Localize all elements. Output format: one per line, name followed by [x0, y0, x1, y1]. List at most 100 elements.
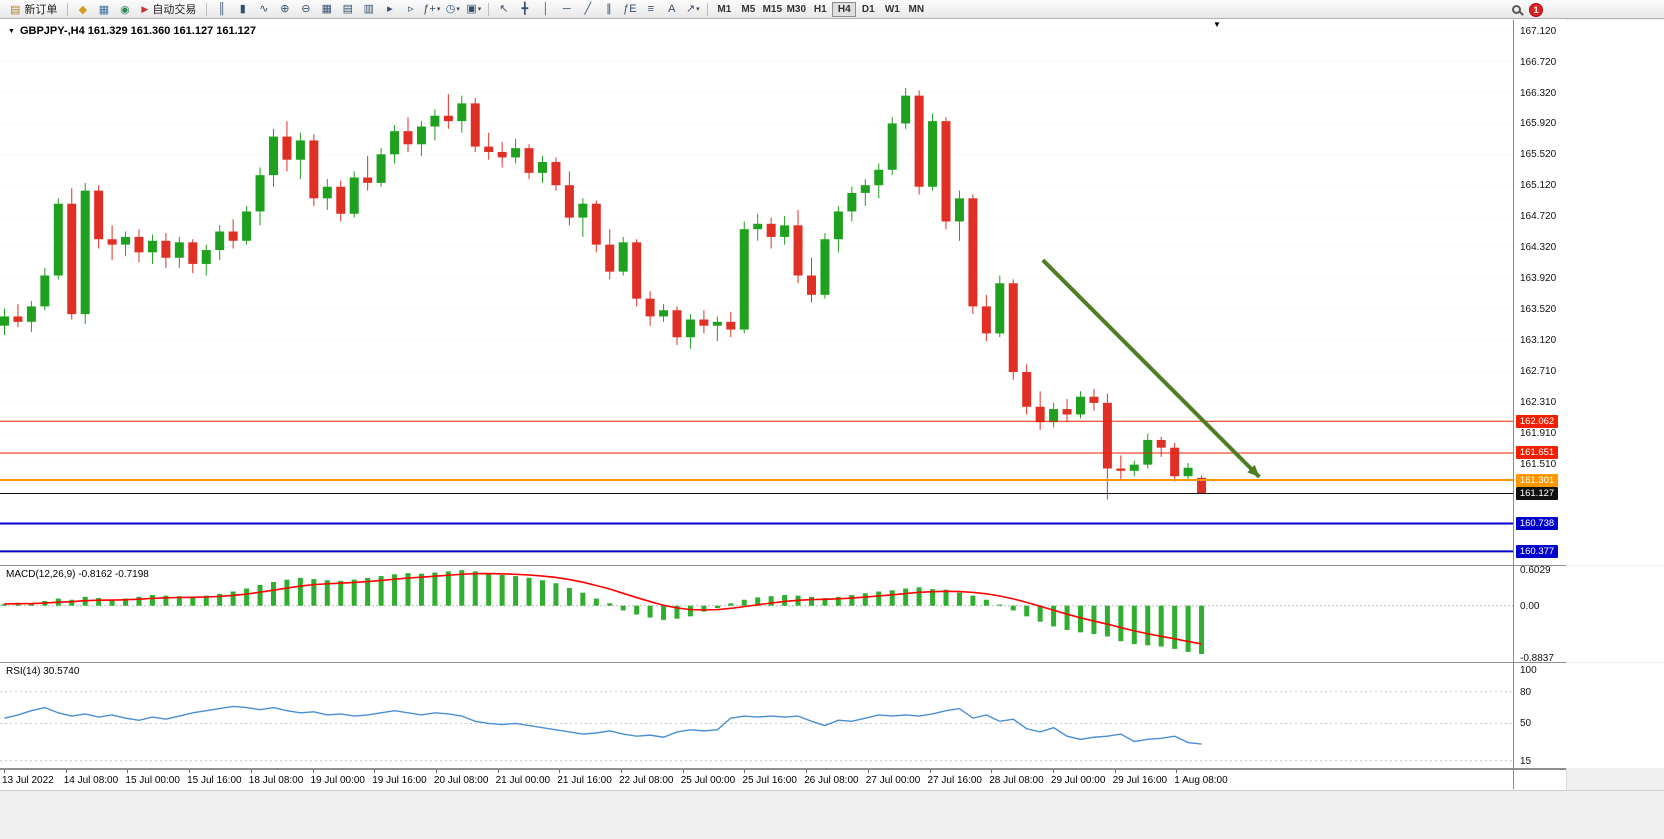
channel-icon[interactable]: ∥ [598, 0, 619, 17]
price-chart[interactable] [0, 20, 1513, 565]
chevron-down-icon: ▾ [456, 5, 460, 13]
time-label: 18 Jul 08:00 [248, 775, 304, 786]
macd-axis[interactable]: 0.6029 0.00 -0.8837 [1514, 565, 1664, 664]
zoom-out-icon: ⊖ [301, 3, 311, 16]
time-label: 1 Aug 08:00 [1174, 775, 1228, 786]
cascade-windows-icon[interactable]: ▤ [337, 0, 358, 17]
time-label: 27 Jul 16:00 [927, 775, 983, 786]
rsi-tick-label: 50 [1520, 718, 1532, 730]
horizontal-line-icon[interactable]: ─ [556, 1, 577, 18]
candlestick-chart-icon[interactable]: ▮ [232, 0, 253, 17]
time-tick [250, 770, 252, 773]
chart-tools-group: ║ ▮ ∿ ⊕ ⊖ ▦ ▤ ▥ ▸ ▹ ƒ+ ▾ ◷ ▾ ▣ ▾ [211, 0, 484, 18]
vertical-line-icon: │ [542, 3, 550, 16]
timeframe-button-M5[interactable]: M5 [736, 2, 760, 17]
zoom-in-icon[interactable]: ⊕ [274, 0, 295, 17]
crosshair-icon: ╋ [521, 3, 529, 16]
time-label: 15 Jul 00:00 [125, 775, 180, 786]
data-window-icon: ▦ [98, 3, 110, 16]
price-tag: 161.651 [1516, 446, 1558, 460]
chart-title-text: GBPJPY-,H4 161.329 161.360 161.127 161.1… [19, 25, 257, 37]
toolbar-right-group: 1 [1512, 0, 1543, 19]
arrows-icon[interactable]: ↗ ▾ [682, 0, 703, 17]
price-tick-label: 166.720 [1520, 56, 1557, 68]
trendline-icon[interactable]: ╱ [577, 0, 598, 17]
periods-icon[interactable]: ◷ ▾ [442, 0, 463, 17]
text-icon[interactable]: A [661, 1, 682, 18]
price-tick-label: 162.310 [1520, 397, 1557, 409]
candlestick-chart-icon: ▮ [239, 3, 246, 16]
chart-title: ▼ GBPJPY-,H4 161.329 161.360 161.127 161… [8, 25, 256, 37]
notification-badge[interactable]: 1 [1529, 2, 1543, 17]
price-tick-label: 165.120 [1520, 180, 1557, 192]
cursor-icon[interactable]: ↖ [493, 0, 514, 17]
indicators-icon[interactable]: ƒ+ ▾ [421, 1, 442, 18]
chart-shift-icon[interactable]: ▹ [400, 0, 421, 17]
price-tag: 161.301 [1516, 473, 1558, 487]
price-tick-label: 163.120 [1520, 334, 1557, 346]
time-tick [4, 770, 5, 773]
chart-shift-marker-icon[interactable]: ▼ [1213, 20, 1221, 29]
timeframe-button-W1[interactable]: W1 [880, 2, 904, 17]
timeframe-button-H1[interactable]: H1 [808, 2, 832, 17]
price-tag: 160.377 [1516, 544, 1558, 558]
macd-panel[interactable] [0, 566, 1513, 662]
market-watch-icon[interactable]: ◆ [72, 1, 93, 18]
time-tick [1176, 770, 1178, 773]
timeframe-button-M15[interactable]: M15 [760, 2, 784, 17]
time-label: 28 Jul 08:00 [989, 775, 1044, 786]
fibonacci-icon: ƒE [623, 3, 637, 16]
panel-separator[interactable] [0, 565, 1566, 566]
rsi-panel[interactable] [0, 663, 1513, 768]
price-tick-label: 162.710 [1520, 366, 1557, 378]
chart-menu-icon[interactable]: ▼ [8, 27, 15, 35]
time-label: 29 Jul 16:00 [1112, 775, 1168, 786]
time-tick [65, 770, 67, 773]
rsi-axis[interactable]: 100 80 50 15 [1514, 663, 1664, 768]
timeframe-button-M30[interactable]: M30 [784, 2, 808, 17]
timeframe-button-M1[interactable]: M1 [712, 2, 736, 17]
time-tick [127, 770, 129, 773]
line-chart-icon: ∿ [259, 3, 269, 16]
panel-separator[interactable] [0, 662, 1566, 663]
trend-arrow-annotation[interactable] [1041, 258, 1261, 479]
shapes-icon[interactable]: ≡ [640, 1, 661, 18]
time-tick [497, 770, 499, 773]
new-order-label: 新订单 [24, 4, 58, 16]
price-tag: 160.738 [1516, 516, 1558, 530]
auto-scroll-icon[interactable]: ▸ [379, 0, 400, 17]
time-label: 25 Jul 16:00 [742, 775, 797, 786]
window-bottom-strip [0, 790, 1664, 839]
templates-icon[interactable]: ▣ ▾ [463, 0, 484, 17]
bar-chart-icon: ║ [217, 3, 226, 16]
fibonacci-icon[interactable]: ƒE [619, 1, 640, 18]
time-label: 29 Jul 00:00 [1050, 775, 1106, 786]
price-axis[interactable]: 167.120 166.720 166.320 165.920 165.520 165.1… [1514, 20, 1664, 565]
text-icon: A [668, 3, 676, 16]
data-window-icon[interactable]: ▦ [93, 1, 114, 18]
arrows-icon: ↗ [685, 3, 696, 16]
time-label: 25 Jul 00:00 [680, 775, 736, 786]
time-axis[interactable]: 13 Jul 2022 14 Jul 08:00 15 Jul 00:00 15 Ju… [0, 769, 1566, 789]
market-watch-icon: ◆ [78, 3, 88, 16]
bar-chart-icon[interactable]: ║ [211, 1, 232, 18]
vertical-line-icon[interactable]: │ [535, 1, 556, 18]
horizontal-price-lines[interactable] [0, 420, 1513, 553]
timeframe-button-D1[interactable]: D1 [856, 2, 880, 17]
arrange-windows-icon[interactable]: ▥ [358, 0, 379, 17]
tile-windows-icon[interactable]: ▦ [316, 0, 337, 17]
rsi-tick-label: 80 [1520, 686, 1532, 698]
time-tick [189, 770, 191, 773]
new-order-button[interactable]: ▤ 新订单 [4, 1, 63, 18]
price-tick-label: 163.920 [1520, 272, 1557, 284]
line-chart-icon[interactable]: ∿ [253, 0, 274, 17]
macd-histogram [2, 570, 1205, 655]
navigator-icon[interactable]: ◉ [114, 1, 135, 18]
crosshair-icon[interactable]: ╋ [514, 0, 535, 17]
search-icon[interactable] [1512, 5, 1521, 14]
auto-trading-button[interactable]: ▶ 自动交易 [135, 1, 202, 18]
timeframe-button-MN[interactable]: MN [904, 2, 928, 17]
zoom-out-icon[interactable]: ⊖ [295, 0, 316, 17]
time-tick [374, 770, 376, 773]
timeframe-button-H4[interactable]: H4 [832, 1, 857, 17]
